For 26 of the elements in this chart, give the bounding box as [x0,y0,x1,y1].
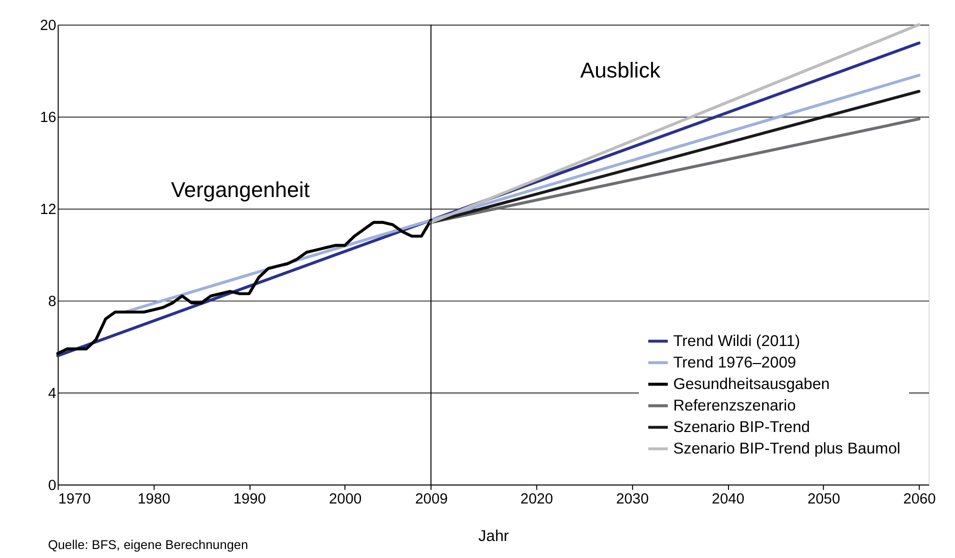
x-tick-label: 2030 [616,492,649,508]
legend-label: Gesundheitsausgaben [673,376,830,394]
x-tick-label: 2060 [903,492,936,508]
annotation: Ausblick [580,58,661,82]
legend-label: Szenario BIP-Trend plus Baumol [673,440,900,458]
x-tick-label: 1980 [138,492,170,508]
legend-label: Szenario BIP-Trend [673,419,810,436]
y-tick-label: 4 [48,386,56,402]
x-tick-label: 2000 [329,492,362,508]
source-note: Quelle: BFS, eigene Berechnungen [48,537,248,552]
y-tick-label: 8 [48,294,56,310]
y-tick-label: 12 [40,202,56,218]
legend-label: Referenzszenario [673,398,796,415]
y-tick-label: 0 [48,478,56,494]
x-tick-label: 2040 [712,492,744,508]
x-axis-title: Jahr [478,528,509,545]
x-tick-label: 2020 [520,492,554,508]
legend-label: Trend Wildi (2011) [673,333,800,350]
annotation: Vergangenheit [170,178,310,202]
y-tick-label: 20 [40,18,56,34]
x-tick-label: 2050 [808,492,840,508]
x-tick-label: 1990 [233,492,266,508]
y-tick-label: 16 [40,110,56,126]
x-tick-label: 2009 [415,492,448,508]
legend-label: Trend 1976–2009 [673,354,796,372]
x-tick-label: 1970 [58,492,91,508]
